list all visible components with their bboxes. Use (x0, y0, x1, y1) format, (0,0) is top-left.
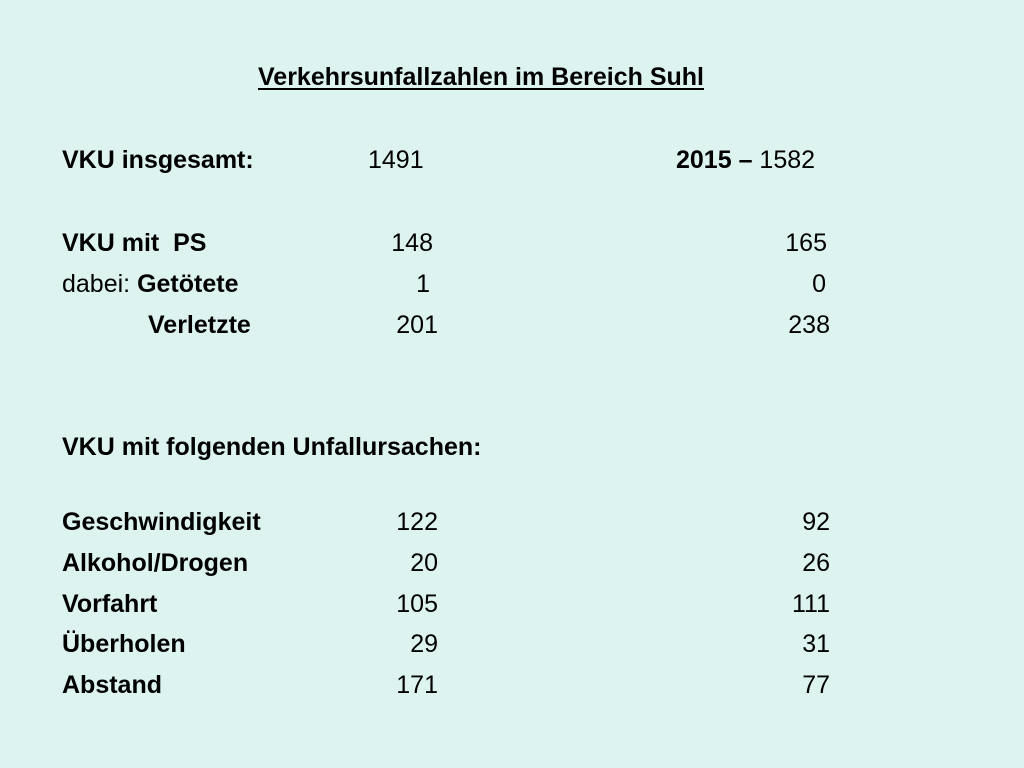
total-label: VKU insgesamt: (62, 146, 254, 174)
ps-label: VKU mit PS (62, 229, 207, 257)
total-value-b-group: 2015 – 1582 (676, 145, 815, 175)
cause-value-b-vorfahrt: 111 (791, 590, 830, 618)
total-year-b: 2015 (676, 146, 732, 174)
cause-value-a-vorfahrt: 105 (396, 590, 438, 618)
cause-value-b-abstand: 77 (802, 671, 830, 699)
cause-value-b-ueberholen: 31 (802, 630, 830, 658)
total-value-a: 1491 (368, 146, 424, 174)
cause-label-vorfahrt: Vorfahrt (62, 590, 158, 618)
verletzte-value-a: 201 (396, 311, 438, 339)
cause-value-a-ueberholen: 29 (410, 630, 438, 658)
cause-value-a-alkohol: 20 (410, 549, 438, 577)
total-dash: – (731, 146, 760, 174)
verletzte-value-b: 238 (788, 311, 830, 339)
ps-value-a: 148 (391, 229, 433, 257)
cause-value-a-abstand: 171 (396, 671, 438, 699)
causes-heading: VKU mit folgenden Unfallursachen: (62, 433, 482, 461)
cause-label-abstand: Abstand (62, 671, 162, 699)
cause-label-alkohol: Alkohol/Drogen (62, 549, 249, 577)
cause-value-b-alkohol: 26 (802, 549, 830, 577)
getoetete-label: Getötete (137, 270, 239, 298)
page-title: Verkehrsunfallzahlen im Bereich Suhl (258, 63, 704, 91)
getoetete-row-label: dabei: Getötete (62, 269, 238, 299)
getoetete-value-b: 0 (812, 270, 826, 298)
ps-value-b: 165 (785, 229, 827, 257)
getoetete-value-a: 1 (416, 270, 430, 298)
total-value-b: 1582 (759, 146, 816, 174)
verletzte-label: Verletzte (148, 311, 251, 339)
cause-label-geschwindigkeit: Geschwindigkeit (62, 508, 261, 536)
cause-value-b-geschwindigkeit: 92 (802, 508, 830, 536)
cause-label-ueberholen: Überholen (62, 630, 186, 658)
cause-value-a-geschwindigkeit: 122 (396, 508, 438, 536)
getoetete-prefix: dabei: (62, 270, 138, 298)
